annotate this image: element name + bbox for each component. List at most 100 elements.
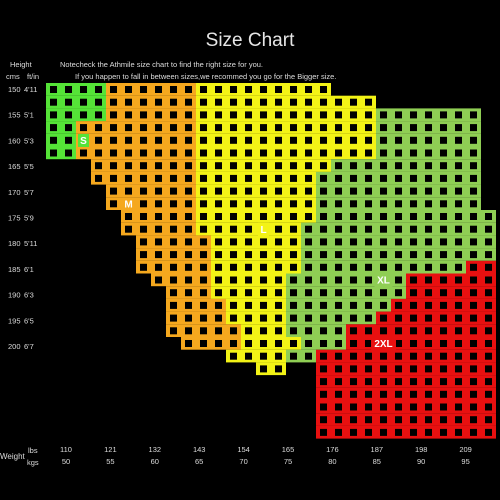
cell-mark-r11-c26: [440, 225, 447, 233]
cell-mark-r7-c23: [395, 174, 402, 182]
cell-mark-r2-c28: [470, 111, 477, 119]
cell-mark-r3-c0: [50, 124, 57, 132]
cell-mark-r26-c27: [455, 416, 462, 424]
cell-mark-r18-c11: [215, 314, 222, 322]
cell-mark-r11-c6: [140, 225, 147, 233]
cell-mark-r14-c10: [200, 263, 207, 271]
cell-mark-r22-c28: [470, 365, 477, 373]
cell-mark-r5-c4: [110, 149, 117, 157]
cell-mark-r23-c24: [410, 378, 417, 386]
cell-mark-r9-c16: [290, 200, 297, 208]
cell-mark-r21-c29: [485, 352, 492, 360]
cell-mark-r0-c11: [215, 86, 222, 93]
cell-mark-r21-c26: [440, 352, 447, 360]
cell-mark-r3-c6: [140, 124, 147, 132]
cell-mark-r14-c13: [245, 263, 252, 271]
size-label-bg-2xl: [371, 337, 396, 351]
cell-mark-r4-c10: [200, 136, 207, 144]
cell-mark-r10-c6: [140, 213, 147, 220]
cell-mark-r18-c19: [335, 314, 342, 322]
cell-mark-r18-c15: [275, 314, 282, 322]
cell-mark-r3-c8: [170, 124, 177, 132]
cell-mark-r21-c25: [425, 352, 432, 360]
cell-mark-r11-c7: [155, 225, 162, 233]
cell-mark-r13-c13: [245, 251, 252, 259]
cell-mark-r19-c28: [470, 327, 477, 335]
cell-mark-r11-c22: [380, 225, 387, 233]
cell-mark-r6-c26: [440, 162, 447, 170]
cell-mark-r8-c7: [155, 187, 162, 195]
cell-mark-r3-c10: [200, 124, 207, 132]
cell-mark-r8-c19: [335, 187, 342, 195]
cell-mark-r21-c27: [455, 352, 462, 360]
cell-mark-r3-c18: [320, 124, 327, 132]
cell-mark-r4-c9: [185, 136, 192, 144]
cell-mark-r25-c29: [485, 403, 492, 411]
cell-mark-r23-c26: [440, 378, 447, 386]
cell-mark-r4-c21: [365, 136, 372, 144]
cell-mark-r8-c17: [305, 187, 312, 195]
cell-mark-r3-c16: [290, 124, 297, 132]
cell-mark-r1-c17: [305, 98, 312, 106]
cell-mark-r18-c17: [305, 314, 312, 322]
cell-mark-r7-c5: [125, 174, 132, 182]
cell-mark-r8-c28: [470, 187, 477, 195]
cell-mark-r13-c8: [170, 251, 177, 259]
cell-mark-r14-c7: [155, 263, 162, 271]
cell-mark-r3-c27: [455, 124, 462, 132]
cell-mark-r8-c13: [245, 187, 252, 195]
cell-mark-r17-c27: [455, 301, 462, 309]
cell-mark-r24-c24: [410, 390, 417, 398]
cell-mark-r9-c22: [380, 200, 387, 208]
cell-mark-r18-c24: [410, 314, 417, 322]
cell-mark-r4-c28: [470, 136, 477, 144]
cell-mark-r7-c9: [185, 174, 192, 182]
cell-mark-r6-c7: [155, 162, 162, 170]
cell-mark-r11-c9: [185, 225, 192, 233]
cell-mark-r23-c23: [395, 378, 402, 386]
cell-mark-r8-c27: [455, 187, 462, 195]
cell-mark-r25-c24: [410, 403, 417, 411]
cell-mark-r17-c29: [485, 301, 492, 309]
cell-mark-r9-c13: [245, 200, 252, 208]
cell-mark-r9-c11: [215, 200, 222, 208]
cell-mark-r2-c0: [50, 111, 57, 119]
col-label-lbs-143: 143: [193, 445, 206, 454]
cell-mark-r2-c25: [425, 111, 432, 119]
row-label-ftin-185: 6'1: [24, 265, 34, 274]
cell-mark-r16-c16: [290, 289, 297, 297]
cell-mark-r6-c22: [380, 162, 387, 170]
cell-mark-r15-c16: [290, 276, 297, 284]
cell-mark-r21-c20: [350, 352, 357, 360]
cell-mark-r9-c21: [365, 200, 372, 208]
cell-mark-r11-c16: [290, 225, 297, 233]
cell-mark-r14-c18: [320, 263, 327, 271]
cell-mark-r4-c11: [215, 136, 222, 144]
cell-mark-r6-c23: [395, 162, 402, 170]
cell-mark-r18-c16: [290, 314, 297, 322]
cell-mark-r20-c19: [335, 340, 342, 347]
cell-mark-r16-c12: [230, 289, 237, 297]
cell-mark-r11-c21: [365, 225, 372, 233]
cell-mark-r1-c3: [95, 98, 102, 106]
cell-mark-r13-c14: [260, 251, 267, 259]
note-line-2: If you happen to fall in between sizes,w…: [75, 72, 337, 81]
cell-mark-r4-c6: [140, 136, 147, 144]
cell-mark-r20-c17: [305, 340, 312, 347]
cell-mark-r21-c24: [410, 352, 417, 360]
row-label-ftin-165: 5'5: [24, 162, 34, 171]
cell-mark-r13-c18: [320, 251, 327, 259]
cell-mark-r7-c14: [260, 174, 267, 182]
cell-mark-r9-c14: [260, 200, 267, 208]
cell-mark-r5-c21: [365, 149, 372, 157]
cell-mark-r4-c18: [320, 136, 327, 144]
cell-mark-r4-c12: [230, 136, 237, 144]
cell-mark-r4-c14: [260, 136, 267, 144]
cell-mark-r13-c15: [275, 251, 282, 259]
cell-mark-r3-c14: [260, 124, 267, 132]
cell-mark-r17-c21: [365, 301, 372, 309]
cell-mark-r3-c19: [335, 124, 342, 132]
row-label-cm-185: 185: [8, 265, 21, 274]
cell-mark-r7-c17: [305, 174, 312, 182]
